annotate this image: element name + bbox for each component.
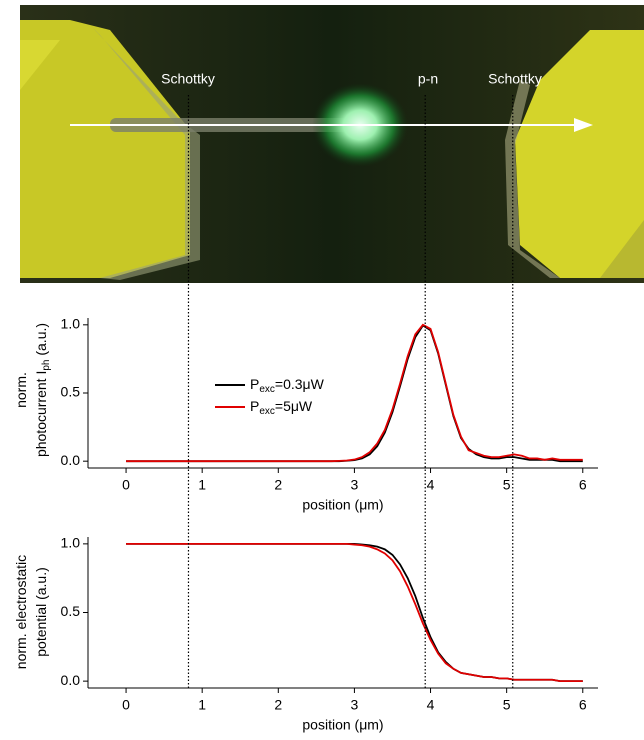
y-axis-title-text: norm. electrostatic [13,555,29,669]
y-axis-title-text: norm. [13,372,29,408]
legend-subscript: exc [259,384,275,395]
x-tick-label: 3 [351,697,359,713]
image-label: Schottky [161,71,215,87]
x-axis-title: position (μm) [302,497,383,513]
y-axis-title-suffix: (a.u.) [33,323,49,360]
series-line [126,544,583,681]
legend-suffix: =0.3μW [275,376,325,392]
x-tick-label: 4 [427,697,435,713]
x-axis-title: position (μm) [302,717,383,733]
y-tick-label: 0.0 [61,672,81,688]
image-label: Schottky [488,71,542,87]
x-tick-label: 5 [503,697,511,713]
series-line [126,325,583,461]
series-line [126,544,583,681]
legend-name: P [250,398,259,414]
x-tick-label: 2 [274,477,282,493]
x-tick-label: 6 [579,697,587,713]
y-axis-title-subscript: ph [41,360,52,371]
x-tick-label: 0 [122,697,130,713]
y-tick-label: 1.0 [61,535,81,551]
y-tick-label: 1.0 [61,316,81,332]
y-axis-title: norm. [13,372,29,408]
x-tick-label: 2 [274,697,282,713]
y-axis-title: norm. electrostatic [13,555,29,669]
legend-subscript: exc [259,406,275,417]
x-tick-label: 5 [503,477,511,493]
y-tick-label: 0.5 [61,603,81,619]
y-axis-title: potential (a.u.) [33,567,49,657]
y-tick-label: 0.0 [61,452,81,468]
legend-label: Pexc=5μW [250,398,313,417]
x-tick-label: 6 [579,477,587,493]
x-tick-label: 0 [122,477,130,493]
legend-suffix: =5μW [275,398,313,414]
y-axis-title-text: photocurrent I [33,371,49,457]
micrograph [20,5,644,283]
x-tick-label: 1 [198,697,206,713]
legend-name: P [250,376,259,392]
figure: Schottky p-n Schottky 0 1 2 3 4 5 6 0.0 0.5 1.0 po… [0,0,644,740]
legend-label: Pexc=0.3μW [250,376,325,395]
x-tick-label: 1 [198,477,206,493]
y-tick-label: 0.5 [61,384,81,400]
x-tick-label: 4 [427,477,435,493]
y-axis-title-text: potential (a.u.) [33,567,49,657]
y-axis-title: photocurrent Iph (a.u.) [33,323,52,457]
series-line [126,326,583,462]
x-tick-label: 3 [351,477,359,493]
image-label: p-n [418,71,438,87]
